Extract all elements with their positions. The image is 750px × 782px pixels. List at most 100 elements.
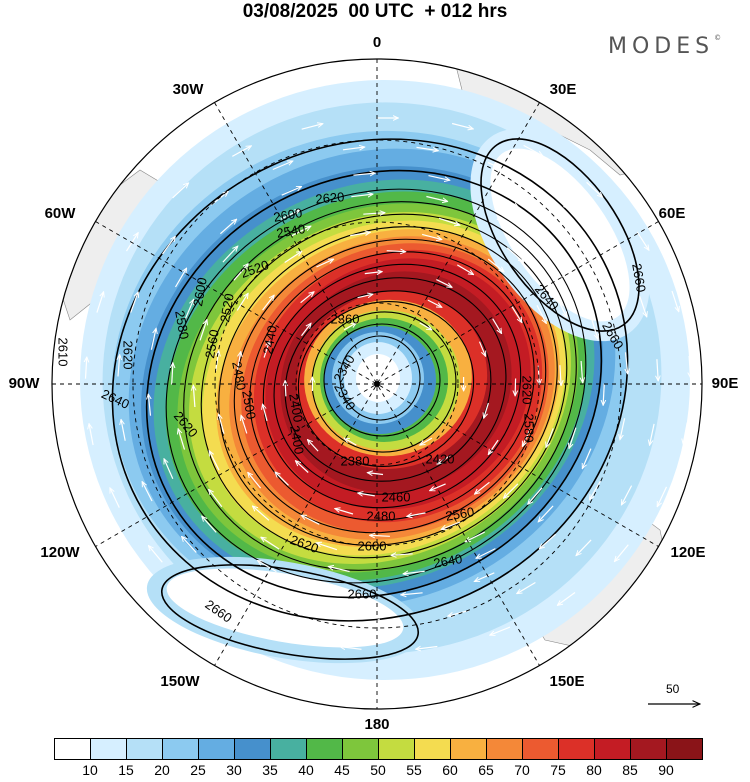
colorbar-segment	[558, 738, 595, 760]
contour-label: 2360	[331, 311, 360, 326]
colorbar	[54, 738, 703, 760]
wind-arrow	[232, 146, 251, 157]
wind-arrow	[236, 352, 241, 371]
reference-vector-label: 50	[666, 682, 680, 696]
colorbar-segment	[594, 738, 631, 760]
contour-label: 2580	[172, 309, 192, 340]
colorbar-tick-label: 15	[118, 762, 134, 778]
wind-arrow	[215, 351, 219, 372]
colorbar-segment	[90, 738, 127, 760]
wind-arrow	[370, 535, 390, 536]
wind-arrow	[386, 251, 406, 252]
wind-arrow	[521, 428, 531, 446]
wind-arrow	[236, 293, 248, 311]
wind-arrow	[295, 461, 309, 473]
wind-arrow	[474, 572, 495, 583]
contour-label: 2560	[202, 328, 222, 359]
wind-arrow	[162, 236, 176, 255]
wind-arrow	[300, 292, 315, 304]
wind-arrow	[636, 231, 649, 250]
lon-label-90w: 90W	[8, 375, 40, 392]
polar-stereographic-map: 2340234023602380240024002420244024602480…	[51, 58, 703, 710]
contour-label: 2520	[217, 292, 237, 323]
colorbar-segment	[198, 738, 235, 760]
wind-arrow	[350, 232, 370, 237]
wind-arrow	[582, 448, 592, 469]
colorbar-tick-label: 85	[622, 762, 638, 778]
wind-arrow	[492, 318, 502, 334]
wind-arrow	[208, 451, 220, 471]
wind-arrow	[172, 363, 173, 385]
contour-label: 2540	[275, 221, 306, 241]
colorbar-segment	[306, 738, 343, 760]
wind-arrow	[517, 581, 536, 594]
wind-arrow	[148, 394, 150, 416]
wind-arrow	[150, 328, 156, 350]
wind-arrow	[209, 489, 223, 508]
colorbar-segment	[666, 738, 703, 760]
wind-arrow	[261, 537, 280, 550]
wind-arrow	[621, 485, 633, 505]
contour-label: 2620	[315, 189, 345, 206]
wind-arrow	[538, 505, 554, 522]
contour-label: 2420	[426, 451, 455, 466]
wind-arrow	[301, 514, 320, 525]
wind-arrow	[301, 124, 323, 130]
brand-mark: ©	[714, 34, 722, 42]
wind-arrow	[504, 483, 519, 499]
wind-arrow	[363, 213, 385, 215]
map-border	[51, 58, 703, 710]
wind-arrow	[172, 183, 189, 199]
wind-arrow	[281, 185, 302, 196]
contour-label: 2660	[348, 586, 377, 601]
wind-arrow	[426, 195, 447, 202]
wind-arrow	[222, 246, 238, 263]
colorbar-tick-label: 55	[406, 762, 422, 778]
wind-arrow	[307, 440, 319, 452]
wind-arrow	[96, 292, 104, 313]
contour-label: 2600	[190, 276, 210, 307]
wind-arrow	[125, 233, 139, 252]
wind-arrow	[219, 414, 225, 434]
wind-arrow	[285, 381, 286, 397]
wind-arrow	[121, 419, 126, 441]
wind-arrow	[118, 355, 120, 377]
wind-arrow	[316, 543, 338, 551]
wind-arrow	[515, 378, 516, 396]
wind-arrow	[671, 290, 679, 312]
lon-label-30e: 30E	[549, 81, 577, 98]
wind-arrow	[109, 488, 120, 508]
wind-arrow	[421, 233, 442, 239]
contour-label: 2610	[56, 338, 71, 367]
graticule	[52, 59, 702, 709]
contour-label: 2580	[522, 414, 537, 443]
contour-label: 2620	[121, 341, 136, 370]
wind-arrow	[328, 567, 350, 573]
brand-text: MODES	[608, 34, 715, 59]
contour-label: 2560	[444, 504, 475, 524]
wind-arrow	[301, 323, 312, 337]
wind-arrow	[603, 239, 616, 258]
wind-arrow	[262, 295, 275, 311]
contour-label: 2460	[382, 489, 411, 504]
wind-arrow	[476, 548, 496, 559]
colorbar-tick-label: 65	[478, 762, 494, 778]
colorbar-segment	[342, 738, 379, 760]
contour-label: 2640	[432, 551, 463, 571]
wind-arrow	[626, 352, 628, 374]
wind-arrow	[437, 455, 451, 465]
wind-arrow	[344, 438, 357, 446]
wind-arrow	[272, 161, 293, 171]
wind-arrow	[416, 146, 439, 150]
wind-arrow	[559, 235, 575, 252]
wind-arrow	[182, 536, 197, 553]
contour-label: 2600	[272, 205, 303, 225]
wind-arrow	[581, 360, 583, 383]
colorbar-tick-label: 60	[442, 762, 458, 778]
pole-marker	[374, 381, 380, 387]
wind-arrow	[280, 209, 301, 220]
lon-label-0: 0	[372, 34, 382, 51]
colorbar-tick-label: 20	[154, 762, 170, 778]
wind-arrow	[465, 531, 485, 543]
wind-arrow	[416, 647, 438, 650]
